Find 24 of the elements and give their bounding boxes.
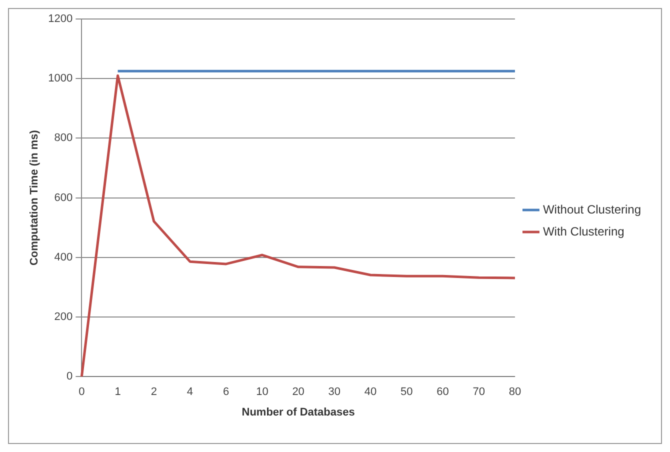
y-axis-title: Computation Time (in ms) [28,130,41,266]
y-tick-label: 800 [54,132,73,144]
x-tick-label: 40 [364,386,377,398]
x-tick-label: 80 [508,386,522,398]
x-tick-label: 0 [78,386,85,398]
y-tick-label: 0 [66,370,73,383]
x-tick-label: 60 [436,386,449,398]
x-tick-label: 4 [186,386,194,398]
y-tick-label: 1000 [48,72,73,85]
y-tick-label: 600 [54,192,73,204]
x-tick-label: 20 [292,386,304,398]
legend-label: Without Clustering [542,202,642,216]
x-tick-label: 30 [328,386,341,398]
legend-label: With Clustering [542,224,624,238]
y-tick-label: 1200 [48,13,73,26]
y-tick-label: 400 [54,251,73,264]
x-tick-label: 6 [223,386,230,398]
x-tick-label: 70 [472,386,485,398]
x-tick-label: 2 [150,386,157,398]
x-tick-label: 50 [400,386,413,398]
y-tick-label: 200 [54,311,73,324]
x-axis-title: Number of Databases [242,406,355,418]
x-tick-label: 10 [256,386,268,398]
x-tick-label: 1 [114,386,121,398]
